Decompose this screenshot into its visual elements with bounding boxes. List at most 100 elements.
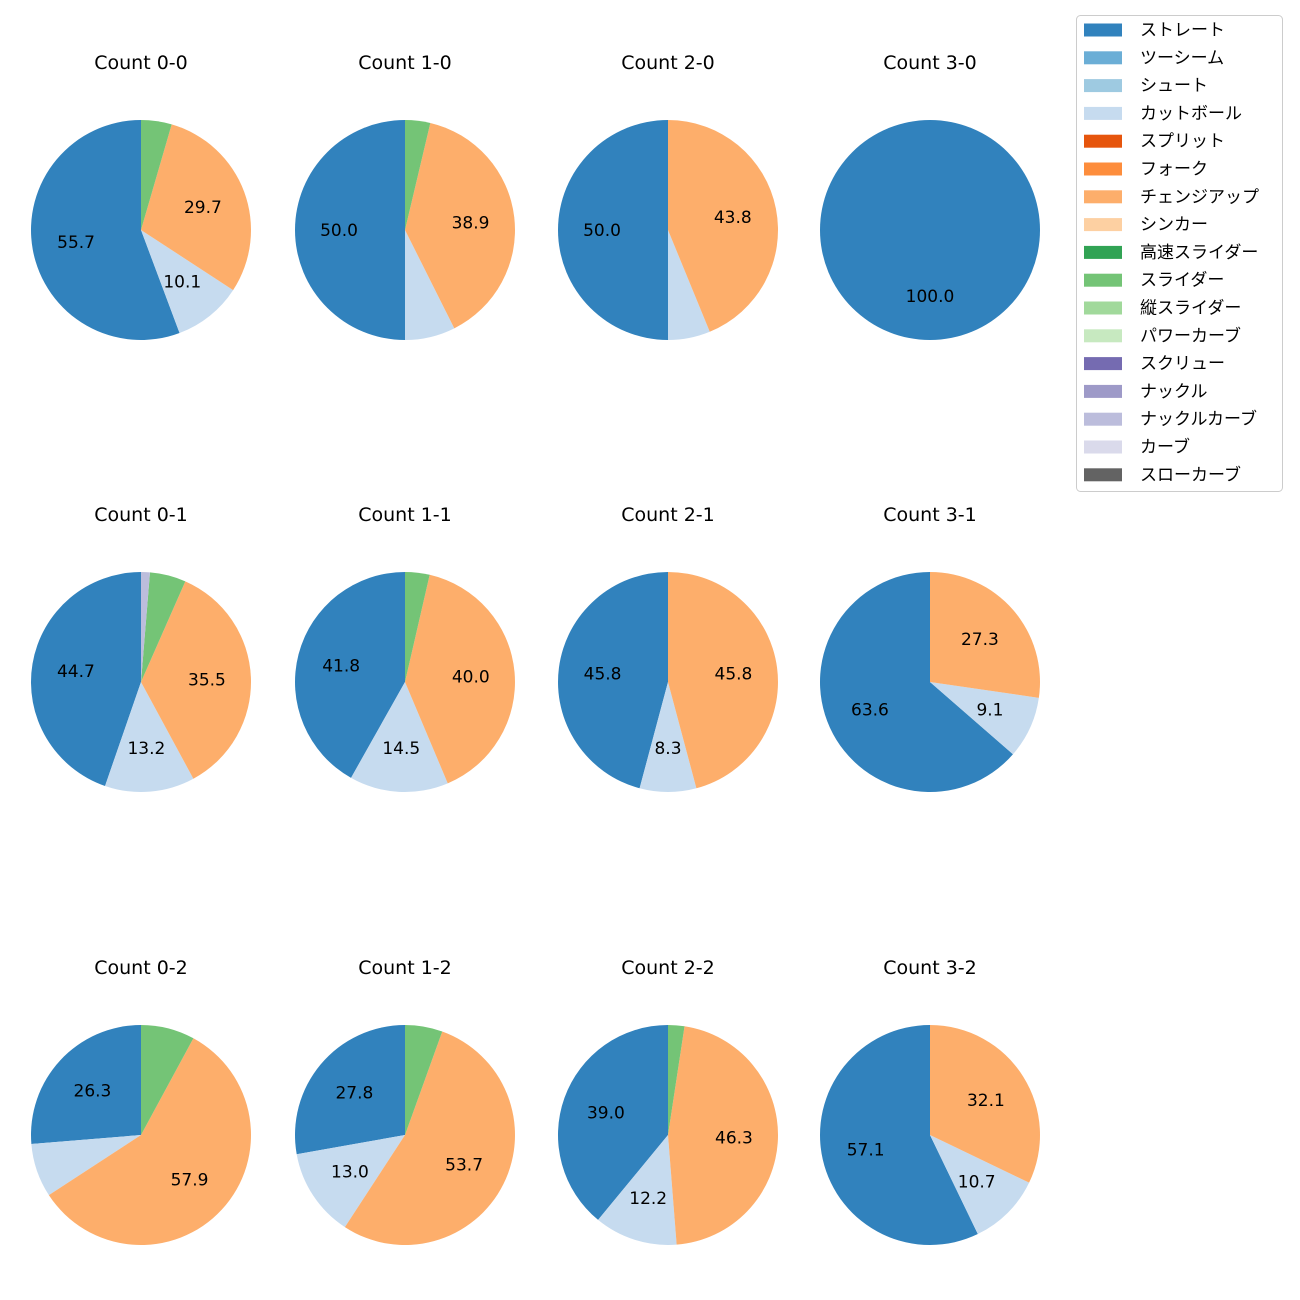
legend-swatch: [1084, 273, 1122, 287]
pie-slice: [557, 1025, 668, 1220]
slice-label: 57.1: [847, 1141, 885, 1161]
slice-label: 13.2: [127, 739, 165, 759]
pie-slice: [295, 1025, 405, 1155]
pie-slice: [295, 120, 405, 340]
legend-swatch: [1084, 329, 1122, 343]
pie-slice: [558, 120, 668, 340]
pie-slice: [48, 1038, 252, 1246]
slice-label: 63.6: [851, 700, 889, 720]
pie-slice: [344, 1031, 515, 1245]
pie-title: Count 0-1: [94, 504, 188, 526]
pie-slice: [405, 120, 431, 230]
legend-swatch: [1084, 384, 1122, 398]
pie-chart: Count 0-0 55.7 10.1 29.7: [30, 52, 251, 341]
pie-title: Count 0-0: [94, 52, 188, 74]
legend-label: パワーカーブ: [1140, 325, 1241, 346]
slice-label: 12.2: [629, 1189, 667, 1209]
pie-slice: [105, 682, 194, 793]
pie-slice: [639, 682, 697, 792]
legend-label: カットボール: [1140, 104, 1242, 124]
pie-chart: Count 1-1 41.8 14.5 40.0: [295, 504, 515, 792]
pie-chart: Count 1-0 50.0 38.9: [295, 52, 515, 340]
slice-label: 27.3: [961, 630, 999, 650]
slice-label: 10.1: [163, 273, 201, 293]
pie-slice: [141, 120, 172, 230]
legend-swatch: [1084, 23, 1122, 37]
pie-chart: Count 2-2 39.0 12.2 46.3: [557, 957, 779, 1246]
slice-label: 8.3: [654, 739, 681, 759]
legend-label: スライダー: [1140, 271, 1224, 291]
pie-title: Count 0-2: [94, 957, 188, 979]
pie-slice: [598, 1135, 677, 1246]
pie-slice: [820, 120, 1040, 340]
pie-slice: [141, 581, 252, 779]
pie-slice: [141, 230, 234, 334]
slice-label: 100.0: [906, 287, 955, 307]
pie-title: Count 1-2: [358, 957, 452, 979]
legend-swatch: [1084, 357, 1122, 371]
pie-slice: [930, 1135, 1030, 1235]
pie-title: Count 3-2: [883, 957, 977, 979]
slice-label: 50.0: [583, 221, 621, 241]
slice-label: 45.8: [715, 664, 753, 684]
legend-swatch: [1084, 79, 1122, 93]
legend-swatch: [1084, 134, 1122, 148]
legend-label: シンカー: [1140, 215, 1208, 235]
pie-slice: [668, 1026, 779, 1245]
pie-slice: [31, 1025, 142, 1144]
slice-label: 44.7: [57, 662, 95, 682]
slice-label: 57.9: [171, 1171, 209, 1191]
legend-swatch: [1084, 190, 1122, 204]
pie-chart: Count 2-1 45.8 8.3 45.8: [558, 504, 778, 792]
slice-label: 46.3: [715, 1128, 753, 1148]
slice-label: 53.7: [445, 1155, 483, 1175]
pie-slice: [351, 682, 448, 792]
slice-label: 41.8: [322, 656, 360, 676]
slice-label: 26.3: [74, 1081, 112, 1101]
pie-slice: [930, 682, 1039, 755]
pie-slice: [405, 230, 455, 340]
pie-title: Count 1-0: [358, 52, 452, 74]
legend-swatch: [1084, 218, 1122, 232]
pie-chart: Count 3-0 100.0: [820, 52, 1040, 340]
pie-slice: [405, 1025, 443, 1135]
pie-title: Count 2-0: [621, 52, 715, 74]
pie-chart: Count 0-2 26.3 57.9: [31, 957, 252, 1246]
legend-swatch: [1084, 412, 1122, 426]
pie-chart: Count 3-2 57.1 10.7 32.1: [819, 957, 1041, 1246]
legend-swatch: [1084, 440, 1122, 454]
pie-slice: [558, 572, 668, 789]
legend-label: スクリュー: [1140, 354, 1225, 374]
slice-label: 14.5: [382, 739, 420, 759]
legend-label: シュート: [1140, 76, 1208, 96]
pie-title: Count 3-0: [883, 52, 977, 74]
slice-label: 27.8: [335, 1084, 373, 1104]
pie-slice: [405, 574, 515, 784]
pie-slice: [930, 572, 1040, 698]
legend-label: カーブ: [1140, 437, 1190, 458]
pie-title: Count 2-1: [621, 504, 715, 526]
pie-chart: Count 2-0 50.0 43.8: [558, 52, 779, 340]
legend-swatch: [1084, 468, 1122, 482]
pie-slice: [668, 1025, 685, 1135]
pie-chart: Count 0-1 44.7 13.2 35.5: [30, 504, 252, 793]
slice-label: 50.0: [320, 221, 358, 241]
slice-label: 39.0: [587, 1104, 625, 1124]
legend-swatch: [1084, 301, 1122, 315]
pie-slice: [819, 572, 1013, 793]
slice-label: 40.0: [452, 667, 490, 687]
slice-label: 13.0: [331, 1162, 369, 1182]
legend-label: ツーシーム: [1140, 48, 1224, 68]
slice-label: 29.7: [184, 198, 222, 218]
legend-label: スプリット: [1140, 132, 1225, 152]
pie-slice: [141, 572, 150, 682]
pie-slice: [296, 1135, 405, 1228]
slice-label: 43.8: [714, 208, 752, 228]
pie-slice: [668, 572, 778, 789]
pie-slice: [141, 572, 186, 682]
pie-slice: [819, 1025, 978, 1246]
legend-label: スローカーブ: [1140, 464, 1241, 485]
legend-swatch: [1084, 106, 1122, 120]
pie-slice: [930, 1025, 1041, 1183]
slice-label: 9.1: [976, 701, 1003, 721]
